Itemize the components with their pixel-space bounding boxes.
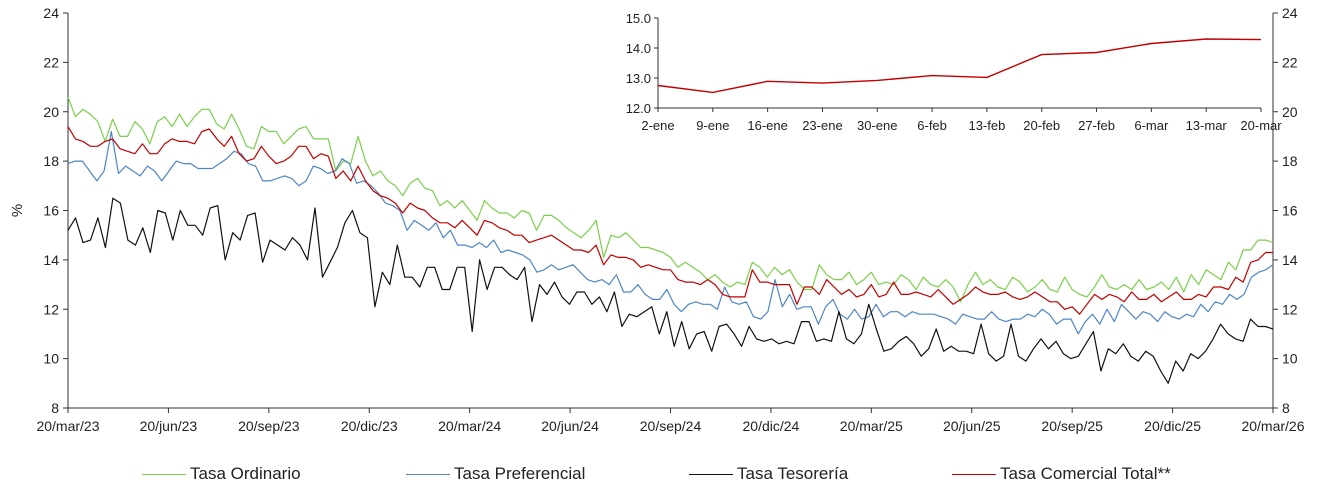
inset-x-tick-label: 20-mar <box>1240 118 1282 133</box>
y-axis-title: % <box>9 204 26 217</box>
inset-x-tick-label: 13-mar <box>1186 118 1228 133</box>
x-tick-label: 20/mar/25 <box>840 418 903 434</box>
inset-x-tick-label: 23-ene <box>802 118 842 133</box>
inset-series-line <box>657 38 1262 94</box>
x-tick-label: 20/sep/24 <box>640 418 702 434</box>
y-tick-label-left: 18 <box>43 153 59 169</box>
x-tick-label: 20/mar/24 <box>438 418 501 434</box>
x-tick-label: 20/mar/23 <box>36 418 99 434</box>
x-tick-label: 20/dic/23 <box>341 418 398 434</box>
series-line-tesoreria <box>67 197 1274 384</box>
y-tick-label-right: 24 <box>1282 5 1298 21</box>
x-tick-label: 20/mar/26 <box>1241 418 1304 434</box>
legend-label-comercial: Tasa Comercial Total** <box>1000 464 1171 483</box>
series-line-preferencial <box>67 130 1274 335</box>
legend-swatch-ordinario <box>142 473 186 475</box>
legend-item-ordinario: Tasa Ordinario <box>142 462 301 486</box>
y-tick-label-left: 14 <box>43 252 59 268</box>
inset-x-tick-label: 20-feb <box>1023 118 1060 133</box>
y-tick-label-right: 18 <box>1282 153 1298 169</box>
inset-y-tick-label: 15.0 <box>626 11 651 26</box>
inset-x-tick-label: 2-ene <box>641 118 674 133</box>
chart-legend: Tasa Ordinario Tasa Preferencial Tasa Te… <box>0 462 1326 486</box>
series-line-ordinario <box>67 96 1274 303</box>
y-tick-label-right: 12 <box>1282 301 1298 317</box>
legend-item-comercial: Tasa Comercial Total** <box>952 462 1171 486</box>
series-line-comercial <box>67 126 1273 315</box>
y-tick-label-left: 10 <box>43 351 59 367</box>
y-tick-label-right: 16 <box>1282 203 1298 219</box>
x-tick-label: 20/dic/25 <box>1144 418 1201 434</box>
y-tick-label-right: 22 <box>1282 54 1298 70</box>
legend-item-tesoreria: Tasa Tesorería <box>689 462 848 486</box>
legend-swatch-tesoreria <box>689 473 733 475</box>
inset-x-tick-label: 6-mar <box>1134 118 1169 133</box>
inset-x-tick-label: 16-ene <box>747 118 787 133</box>
inset-x-tick-label: 6-feb <box>917 118 947 133</box>
legend-label-preferencial: Tasa Preferencial <box>454 464 586 483</box>
x-tick-label: 20/jun/23 <box>140 418 198 434</box>
x-tick-label: 20/jun/25 <box>943 418 1001 434</box>
x-tick-label: 20/sep/25 <box>1041 418 1103 434</box>
y-tick-label-left: 12 <box>43 301 59 317</box>
y-tick-label-left: 24 <box>43 5 59 21</box>
y-tick-label-right: 8 <box>1282 400 1290 416</box>
legend-label-ordinario: Tasa Ordinario <box>190 464 301 483</box>
legend-swatch-preferencial <box>406 473 450 475</box>
x-tick-label: 20/sep/23 <box>238 418 300 434</box>
y-tick-label-right: 14 <box>1282 252 1298 268</box>
x-tick-label: 20/jun/24 <box>541 418 599 434</box>
inset-x-tick-label: 9-ene <box>696 118 729 133</box>
y-tick-label-right: 10 <box>1282 351 1298 367</box>
inset-y-tick-label: 13.0 <box>626 71 651 86</box>
y-tick-label-left: 16 <box>43 203 59 219</box>
inset-y-tick-label: 12.0 <box>626 101 651 116</box>
y-tick-label-left: 22 <box>43 54 59 70</box>
inset-x-tick-label: 27-feb <box>1078 118 1115 133</box>
x-tick-label: 20/dic/24 <box>743 418 800 434</box>
inset-x-tick-label: 30-ene <box>857 118 897 133</box>
y-tick-label-left: 8 <box>51 400 59 416</box>
y-tick-label-right: 20 <box>1282 104 1298 120</box>
legend-label-tesoreria: Tasa Tesorería <box>737 464 849 483</box>
legend-swatch-comercial <box>952 473 996 475</box>
legend-item-preferencial: Tasa Preferencial <box>406 462 585 486</box>
inset-x-tick-label: 13-feb <box>968 118 1005 133</box>
y-tick-label-left: 20 <box>43 104 59 120</box>
inset-y-tick-label: 14.0 <box>626 41 651 56</box>
inset-background <box>658 18 1261 108</box>
